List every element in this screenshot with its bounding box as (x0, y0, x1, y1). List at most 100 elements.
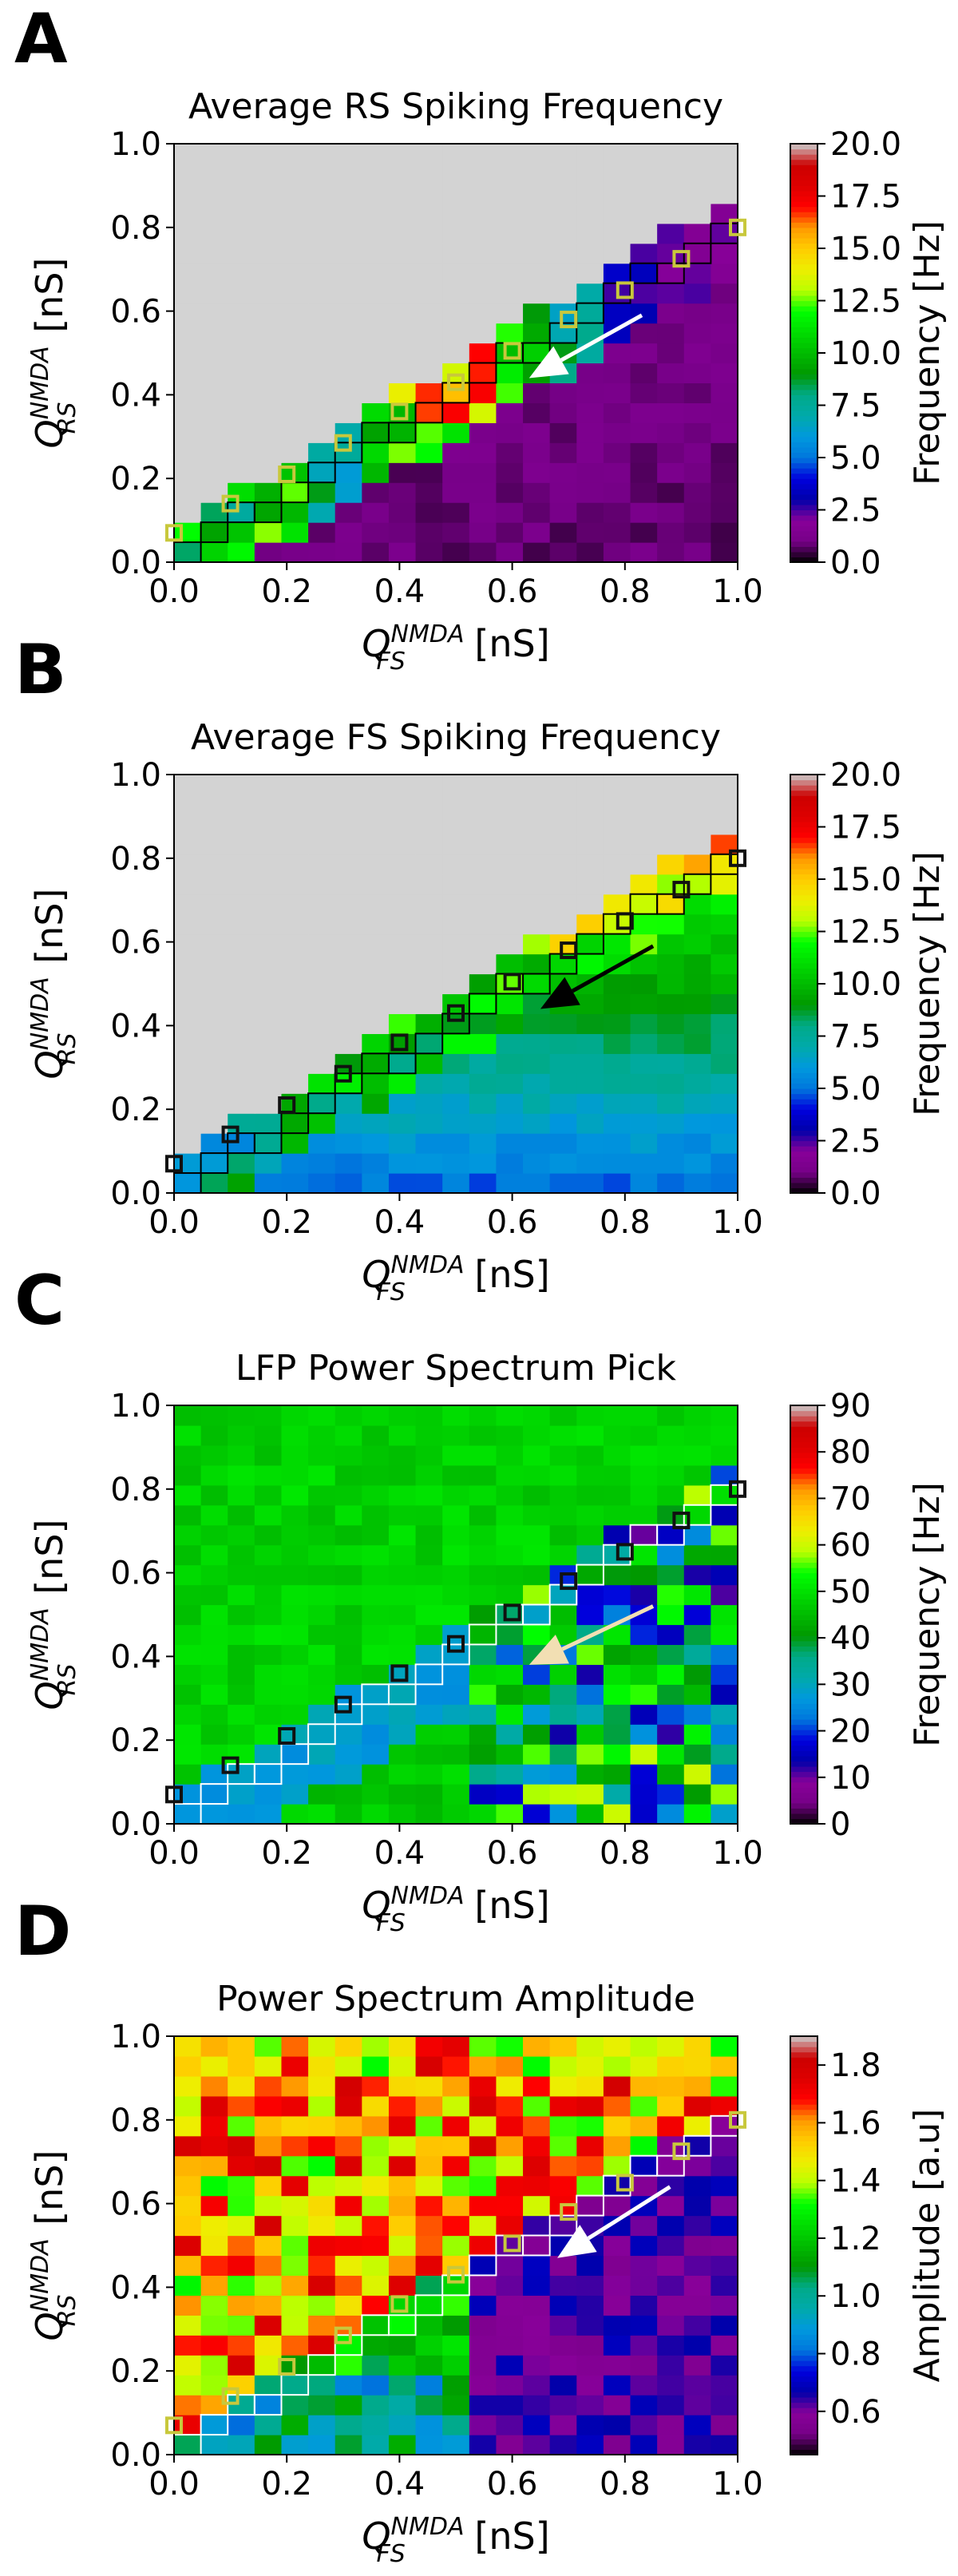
heat-cell (576, 442, 604, 463)
colorbar-segment (790, 1588, 817, 1595)
boundary-cell (307, 1723, 336, 1746)
heat-cell (683, 1724, 711, 1745)
heat-cell (442, 1644, 470, 1665)
heat-cell (442, 1524, 470, 1546)
heat-cell (388, 874, 417, 895)
heat-cell (362, 1704, 390, 1725)
colorbar-tick-label: 0.8 (830, 2336, 881, 2373)
data-marker (278, 465, 296, 483)
colorbar-tick-label: 7.5 (830, 388, 881, 425)
heat-cell (603, 1504, 631, 1526)
heat-cell (228, 1093, 255, 1114)
heat-cell (362, 2295, 390, 2316)
heat-cell (362, 323, 390, 344)
y-tick-label: 0.4 (110, 1639, 161, 1675)
heat-cell (576, 1445, 604, 1466)
x-tick-label: 0.6 (487, 2466, 538, 2503)
heat-cell (683, 2055, 711, 2077)
heat-cell (683, 502, 711, 523)
heat-cell (362, 1804, 390, 1825)
heat-cell (657, 422, 685, 443)
heat-cell (523, 1544, 551, 1566)
colorbar-tick-label: 10.0 (830, 966, 901, 1003)
heat-cell (415, 1644, 443, 1665)
heat-cell (603, 874, 631, 895)
heat-cell (362, 163, 390, 184)
heat-cell (657, 2215, 685, 2237)
colorbar-segment (790, 342, 817, 349)
heat-cell (630, 1664, 658, 1685)
colorbar-segment (790, 1546, 817, 1552)
colorbar-segment (790, 947, 817, 953)
heat-cell (362, 1113, 390, 1134)
heat-cell (496, 2036, 524, 2057)
heat-cell (496, 1584, 524, 1606)
heat-cell (630, 1153, 658, 1174)
data-marker (165, 1785, 183, 1804)
colorbar-segment (790, 2308, 817, 2314)
heat-cell (603, 1584, 631, 1606)
heat-cell (254, 2295, 283, 2316)
heat-cell (308, 1524, 336, 1546)
heat-cell (576, 502, 604, 523)
heat-cell (549, 183, 577, 204)
heat-cell (711, 894, 738, 915)
colorbar-tick-label: 0.0 (830, 545, 881, 581)
heat-cell (228, 1073, 255, 1094)
heat-cell (308, 2435, 336, 2455)
heat-cell (362, 2435, 390, 2455)
heat-cell (603, 993, 631, 1015)
heat-cell (174, 2055, 202, 2077)
data-marker (165, 524, 183, 542)
colorbar-segment (790, 1009, 817, 1016)
colorbar-segment (790, 327, 817, 333)
heat-cell (335, 2055, 362, 2077)
heat-cell (496, 323, 524, 344)
heat-cell (496, 1405, 524, 1426)
heat-cell (362, 144, 390, 164)
heat-cell (174, 303, 202, 324)
heat-cell (388, 144, 417, 164)
colorbar-segment (790, 842, 817, 849)
heat-cell (576, 2195, 604, 2217)
heat-cell (496, 2275, 524, 2296)
y-tick-label: 0.8 (110, 841, 161, 878)
heat-cell (228, 502, 255, 523)
heat-cell (254, 2195, 283, 2217)
heat-cell (228, 1464, 255, 1486)
heat-cell (308, 1604, 336, 1626)
heat-cell (683, 1624, 711, 1646)
colorbar-segment (790, 1077, 817, 1084)
heat-cell (549, 1684, 577, 1705)
colorbar-segment (790, 2303, 817, 2309)
heat-cell (496, 1445, 524, 1466)
heat-cell (335, 1784, 362, 1805)
heat-cell (603, 2075, 631, 2097)
heat-cell (415, 1464, 443, 1486)
heat-cell (496, 874, 524, 895)
heat-cell (254, 2095, 283, 2117)
heat-cell (362, 303, 390, 324)
heat-cell (254, 2355, 283, 2376)
colorbar-segment (790, 1603, 817, 1611)
data-marker (334, 1064, 352, 1083)
heat-cell (523, 1604, 551, 1626)
colorbar-segment (790, 316, 817, 323)
y-tick-label: 0.0 (110, 545, 161, 581)
heat-cell (657, 2395, 685, 2415)
boundary-cell (656, 893, 685, 915)
colorbar-segment (790, 952, 817, 958)
heat-cell (603, 2415, 631, 2435)
x-tick-label: 0.8 (600, 1204, 651, 1241)
heat-cell (362, 243, 390, 264)
heat-cell (523, 2215, 551, 2237)
heat-cell (308, 814, 336, 835)
heat-cell (496, 1133, 524, 1154)
colorbar-segment (790, 2130, 817, 2137)
heat-cell (254, 2055, 283, 2077)
colorbar-segment (790, 1619, 817, 1626)
colorbar-segment (790, 2334, 817, 2340)
heat-cell (388, 1173, 417, 1194)
heat-cell (200, 2315, 228, 2336)
heat-cell (549, 2055, 577, 2077)
